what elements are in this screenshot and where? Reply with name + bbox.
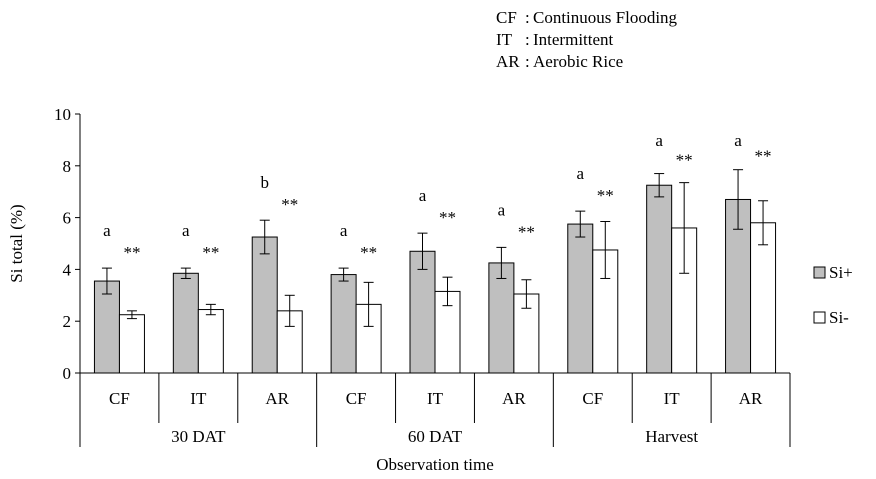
significance-stars: ** (755, 147, 772, 166)
x-category-label: CF (109, 389, 130, 408)
significance-stars: ** (281, 195, 298, 214)
legend-si-minus-swatch (813, 311, 826, 324)
significance-stars: ** (123, 243, 140, 262)
bar-si-plus (251, 236, 278, 374)
x-category-label: IT (190, 389, 207, 408)
x-category-label: IT (664, 389, 681, 408)
y-tick-label: 10 (54, 105, 71, 124)
bar-si-plus (93, 280, 120, 374)
significance-letter: a (182, 221, 190, 240)
note-text-it: Intermittent (533, 30, 614, 49)
bar-si-plus (567, 223, 594, 374)
x-group-label: 60 DAT (408, 427, 463, 446)
x-category-label: AR (265, 389, 289, 408)
x-category-label: IT (427, 389, 444, 408)
legend-si-minus-label: Si- (829, 308, 849, 327)
note-separator: : (525, 52, 530, 71)
significance-stars: ** (202, 243, 219, 262)
significance-letter: a (419, 186, 427, 205)
x-category-label: AR (739, 389, 763, 408)
significance-stars: ** (439, 208, 456, 227)
note-abbr-cf: CF (496, 8, 517, 27)
significance-stars: ** (597, 186, 614, 205)
y-tick-label: 0 (63, 364, 72, 383)
legend-si-plus-label: Si+ (829, 263, 853, 282)
significance-stars: ** (676, 151, 693, 170)
bar-si-plus (172, 272, 199, 374)
y-tick-label: 4 (63, 260, 72, 279)
significance-letter: b (260, 173, 269, 192)
bar-si-minus (197, 309, 224, 374)
note-abbr-ar: AR (496, 52, 520, 71)
y-tick-label: 2 (63, 312, 72, 331)
y-tick-label: 8 (63, 157, 72, 176)
bar-si-plus (488, 262, 515, 374)
note-separator: : (525, 30, 530, 49)
significance-letter: a (340, 221, 348, 240)
bar-si-plus (330, 274, 357, 374)
bar-si-minus (276, 310, 303, 374)
note-text-cf: Continuous Flooding (533, 8, 678, 27)
significance-stars: ** (518, 222, 535, 241)
significance-letter: a (498, 200, 506, 219)
x-category-label: CF (582, 389, 603, 408)
x-axis-title: Observation time (376, 455, 494, 474)
x-category-label: AR (502, 389, 526, 408)
bar-si-plus (646, 184, 673, 374)
x-group-label: 30 DAT (171, 427, 226, 446)
note-abbr-it: IT (496, 30, 513, 49)
significance-letter: a (103, 221, 111, 240)
bar-si-minus (750, 222, 777, 374)
significance-letter: a (655, 131, 663, 150)
x-category-label: CF (346, 389, 367, 408)
bar-si-plus (409, 250, 436, 374)
note-separator: : (525, 8, 530, 27)
note-text-ar: Aerobic Rice (533, 52, 623, 71)
significance-letter: a (577, 164, 585, 183)
significance-letter: a (734, 131, 742, 150)
y-tick-label: 6 (63, 209, 72, 228)
bar-si-minus (118, 314, 145, 374)
significance-stars: ** (360, 243, 377, 262)
legend-si-plus-swatch (813, 266, 826, 279)
y-axis-title: Si total (%) (7, 204, 26, 282)
x-group-label: Harvest (645, 427, 698, 446)
